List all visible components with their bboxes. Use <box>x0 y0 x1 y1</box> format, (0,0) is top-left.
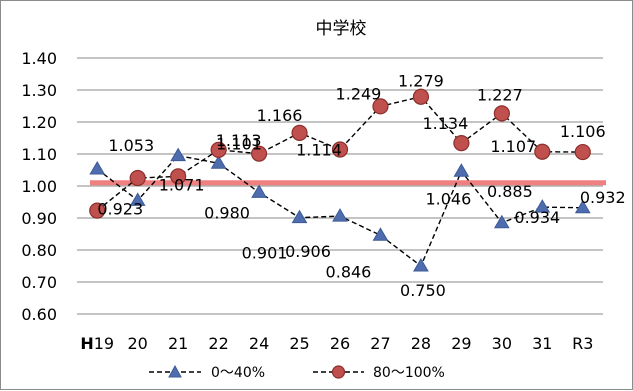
triangle-point <box>413 258 429 272</box>
data-label: 1.046 <box>425 189 471 208</box>
circle-point <box>210 141 227 158</box>
data-label: 1.249 <box>336 84 382 103</box>
data-label: 0.901 <box>242 244 288 263</box>
x-tick-label: 26 <box>330 334 350 353</box>
triangle-point <box>129 192 146 206</box>
triangle-point <box>534 199 551 213</box>
y-tick-label: 0.70 <box>21 273 57 292</box>
y-tick-label: 0.90 <box>21 209 57 228</box>
y-tick-label: 1.10 <box>21 145 57 164</box>
data-label: 1.101 <box>216 135 262 154</box>
y-tick-label: 1.00 <box>21 177 57 196</box>
data-label: 0.885 <box>487 182 533 201</box>
triangle-point <box>493 214 510 229</box>
data-label: 0.923 <box>97 200 143 219</box>
data-label: 1.166 <box>257 106 303 125</box>
data-label: 0.846 <box>326 262 372 281</box>
data-label: 1.227 <box>477 85 523 104</box>
x-tick-label: 29 <box>451 334 471 353</box>
x-tick-label: H19 <box>80 334 114 353</box>
circle-point <box>493 105 510 122</box>
circle-point <box>89 202 106 219</box>
data-label: 1.071 <box>159 175 205 194</box>
data-label: 1.114 <box>296 141 342 160</box>
circle-point <box>412 88 430 105</box>
circle-point <box>331 141 349 158</box>
data-label: 0.906 <box>285 242 331 261</box>
triangle-point <box>89 161 106 175</box>
triangle-point <box>332 208 348 222</box>
data-label: 1.053 <box>108 136 154 155</box>
x-tick-label: 31 <box>532 334 552 353</box>
triangle-point <box>210 155 227 169</box>
y-tick-label: 1.40 <box>21 49 57 68</box>
data-label: 0.750 <box>400 281 446 300</box>
x-tick-label: R3 <box>572 334 593 353</box>
triangle-point <box>170 147 187 162</box>
triangle-point <box>372 227 389 241</box>
circle-point <box>170 168 187 185</box>
data-label: 1.113 <box>216 131 262 150</box>
x-tick-label: 20 <box>128 334 148 353</box>
data-label: 1.134 <box>422 114 468 133</box>
legend-label: 0～40% <box>211 365 265 381</box>
triangle-point <box>251 184 267 198</box>
y-tick-label: 1.30 <box>21 81 57 100</box>
x-tick-label: 22 <box>208 334 228 353</box>
triangle-point <box>453 163 470 177</box>
data-label: 1.106 <box>560 122 606 141</box>
x-tick-label: 27 <box>370 334 390 353</box>
triangle-point <box>574 199 591 214</box>
data-label: 0.980 <box>204 203 250 222</box>
legend-circle-icon <box>331 365 346 379</box>
chart-title: 中学校 <box>316 19 367 39</box>
legend-label: 80～100% <box>373 365 445 381</box>
x-tick-label: 21 <box>168 334 188 353</box>
y-tick-label: 0.60 <box>21 305 57 324</box>
x-tick-label: 30 <box>492 334 512 353</box>
circle-point <box>453 135 470 152</box>
legend-triangle-icon <box>168 364 182 378</box>
data-label: 0.932 <box>580 188 626 207</box>
circle-point <box>372 98 389 115</box>
data-label: 0.934 <box>514 208 560 227</box>
x-tick-label: 25 <box>289 334 309 353</box>
x-tick-label: 28 <box>411 334 431 353</box>
y-tick-label: 1.20 <box>21 113 57 132</box>
circle-point <box>250 145 268 162</box>
data-label: 1.279 <box>398 72 444 91</box>
x-tick-label: 24 <box>249 334 269 353</box>
y-tick-label: 0.80 <box>21 241 57 260</box>
data-label: 1.107 <box>490 137 536 156</box>
circle-point <box>534 143 551 160</box>
circle-point <box>129 169 146 187</box>
triangle-point <box>291 209 308 224</box>
circle-point <box>291 124 308 141</box>
circle-point <box>574 143 591 161</box>
